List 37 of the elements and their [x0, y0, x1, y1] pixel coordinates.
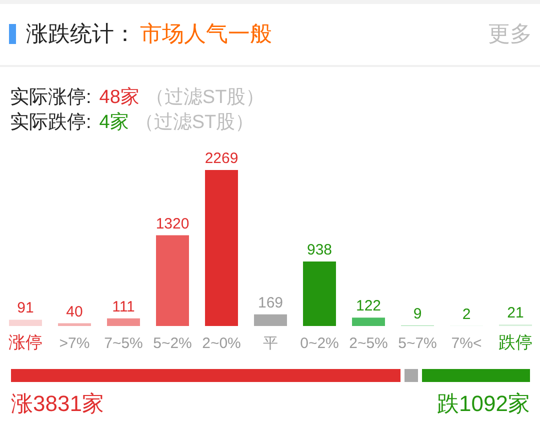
data-label: 111 — [112, 298, 135, 316]
data-label: 21 — [507, 304, 524, 322]
x-tick-label: 跌停 — [498, 333, 532, 352]
text: 实际涨停: 48家 （过滤ST股） — [10, 86, 265, 110]
x-tick-label: 涨停 — [8, 333, 42, 352]
x-tick-label: >7% — [59, 335, 90, 352]
data-label: 涨3831家 — [11, 391, 104, 416]
x-tick-label: 平 — [263, 335, 278, 352]
data-label: 169 — [258, 294, 284, 312]
x-tick-label: 2~0% — [202, 335, 241, 352]
data-label: 9 — [413, 305, 422, 322]
bar — [156, 235, 189, 326]
x-tick-label: 7%< — [451, 335, 482, 352]
data-label: 2 — [462, 306, 471, 323]
bar — [58, 323, 91, 326]
x-tick-label: 0~2% — [300, 335, 339, 352]
data-label: 2269 — [204, 150, 238, 167]
data-label: 跌1092家 — [437, 391, 530, 416]
x-tick-label: 5~7% — [398, 335, 437, 352]
text: 更多 — [488, 20, 532, 48]
bar — [9, 320, 42, 326]
bar — [352, 318, 385, 326]
data-label: 938 — [306, 242, 332, 259]
data-label: 91 — [17, 300, 34, 317]
x-tick-label: 2~5% — [349, 335, 388, 352]
bar — [254, 314, 287, 326]
data-label: 1320 — [156, 215, 190, 232]
chart-subtitle: 市场人气一般 — [140, 20, 272, 48]
x-tick-label: 7~5% — [104, 335, 143, 352]
chart-title: 涨跌统计： — [26, 20, 136, 48]
x-tick-label: 5~2% — [153, 335, 192, 352]
data-label: 40 — [66, 303, 83, 320]
bar — [107, 318, 140, 326]
text: 实际跌停: 4家 （过滤ST股） — [10, 110, 254, 134]
bar — [303, 262, 336, 326]
bar — [205, 170, 238, 326]
data-label: 122 — [356, 298, 382, 315]
